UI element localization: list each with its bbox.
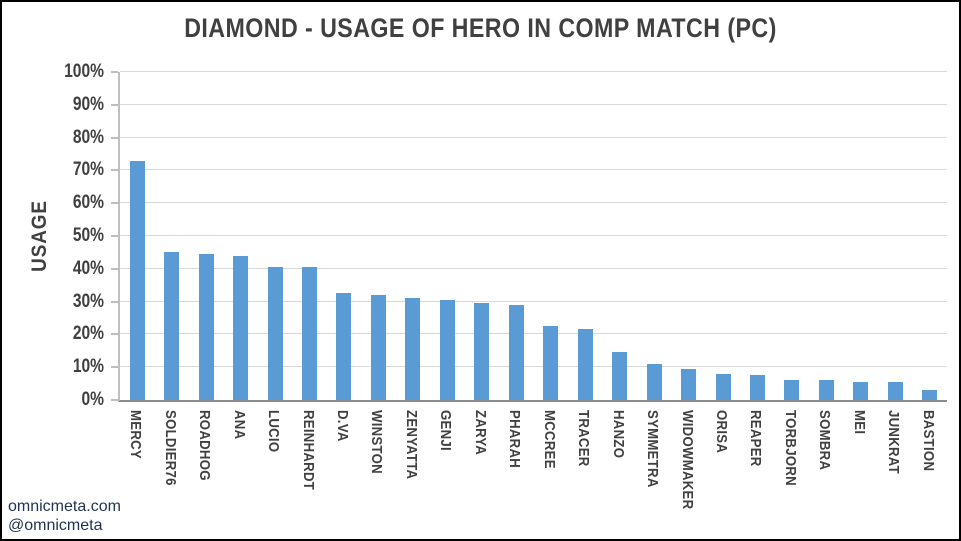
x-label-ana: ANA [230, 410, 248, 440]
y-tick-label: 0% [81, 389, 104, 410]
y-tick-label: 100% [64, 61, 104, 82]
bar-junkrat [887, 381, 903, 400]
y-tick-mark [111, 399, 118, 401]
x-label-widowmaker: WIDOWMAKER [678, 410, 696, 510]
bar-torbjorn [784, 380, 800, 400]
y-tick-label: 90% [72, 93, 104, 115]
y-tick-label: 40% [72, 257, 104, 279]
x-label-winston: WINSTON [368, 410, 386, 474]
y-tick-mark [111, 169, 118, 172]
gridline-70 [120, 169, 947, 171]
bar-winston [370, 295, 386, 400]
x-label-reinhardt: REINHARDT [299, 410, 317, 491]
x-label-zenyatta: ZENYATTA [402, 410, 420, 480]
bar-d.va [336, 293, 352, 400]
gridline-50 [120, 235, 947, 236]
x-label-reaper: REAPER [747, 410, 765, 467]
x-label-genji: GENJI [437, 410, 455, 451]
x-label-bastion: BASTION [919, 410, 937, 472]
bar-tracer [577, 329, 593, 400]
y-tick-mark [111, 202, 118, 205]
gridline-60 [120, 202, 947, 204]
x-label-mercy: MERCY [127, 410, 145, 459]
bar-widowmaker [681, 368, 697, 400]
x-label-sombra: SOMBRA [816, 410, 834, 471]
bar-sombra [818, 380, 834, 400]
gridline-90 [120, 103, 947, 105]
bar-reaper [749, 375, 765, 400]
bar-lucio [267, 267, 283, 400]
bar-symmetra [646, 363, 662, 400]
gridline-80 [120, 136, 947, 138]
gridline-10 [120, 366, 947, 368]
x-label-d.va: D.VA [333, 410, 351, 442]
x-label-symmetra: SYMMETRA [644, 410, 662, 488]
y-tick-mark [111, 333, 118, 336]
plot-area [118, 71, 947, 402]
x-label-mei: MEI [850, 410, 868, 435]
gridline-30 [120, 300, 947, 302]
x-label-pharah: PHARAH [506, 410, 524, 469]
bar-pharah [508, 304, 524, 400]
x-label-torbjorn: TORBJORN [781, 410, 799, 486]
bar-hanzo [612, 352, 628, 400]
y-tick-mark [111, 267, 118, 270]
y-tick-label: 10% [72, 356, 104, 378]
y-tick-label: 30% [72, 290, 104, 312]
y-tick-mark [111, 136, 118, 139]
gridline-20 [120, 333, 947, 335]
x-label-tracer: TRACER [575, 410, 593, 467]
gridline-40 [120, 267, 947, 269]
y-tick-label: 70% [72, 159, 104, 181]
y-tick-label: 50% [72, 225, 104, 246]
y-tick-label: 20% [72, 323, 104, 345]
chart-title: DIAMOND - USAGE OF HERO IN COMP MATCH (P… [184, 13, 777, 43]
x-label-lucio: LUCIO [265, 410, 283, 453]
bar-orisa [715, 373, 731, 400]
x-label-mccree: MCCREE [540, 410, 558, 469]
y-tick-mark [111, 300, 118, 303]
gridline-100 [120, 71, 947, 72]
bar-ana [233, 255, 249, 400]
watermark: omnicmeta.com @omnicmeta [8, 497, 121, 536]
bar-zenyatta [405, 298, 421, 400]
bar-soldier76 [164, 252, 180, 400]
y-tick-label: 80% [72, 126, 104, 148]
x-label-orisa: ORISA [713, 410, 731, 454]
y-tick-label: 60% [72, 192, 104, 214]
bar-roadhog [198, 254, 214, 400]
bar-genji [439, 299, 455, 400]
x-label-soldier76: SOLDIER76 [161, 410, 179, 486]
y-tick-mark [111, 235, 118, 237]
y-tick-mark [111, 71, 118, 73]
x-label-roadhog: ROADHOG [196, 410, 214, 481]
watermark-handle: @omnicmeta [8, 517, 103, 535]
y-tick-mark [111, 103, 118, 106]
x-label-hanzo: HANZO [609, 410, 627, 459]
bar-mccree [543, 326, 559, 400]
watermark-site: omnicmeta.com [8, 497, 121, 515]
y-tick-mark [111, 366, 118, 369]
x-label-junkrat: JUNKRAT [885, 410, 903, 474]
bar-zarya [474, 303, 490, 400]
x-label-zarya: ZARYA [471, 410, 489, 456]
bar-mercy [129, 160, 145, 400]
bar-mei [853, 381, 869, 400]
bar-reinhardt [302, 267, 318, 400]
bar-bastion [922, 390, 938, 400]
